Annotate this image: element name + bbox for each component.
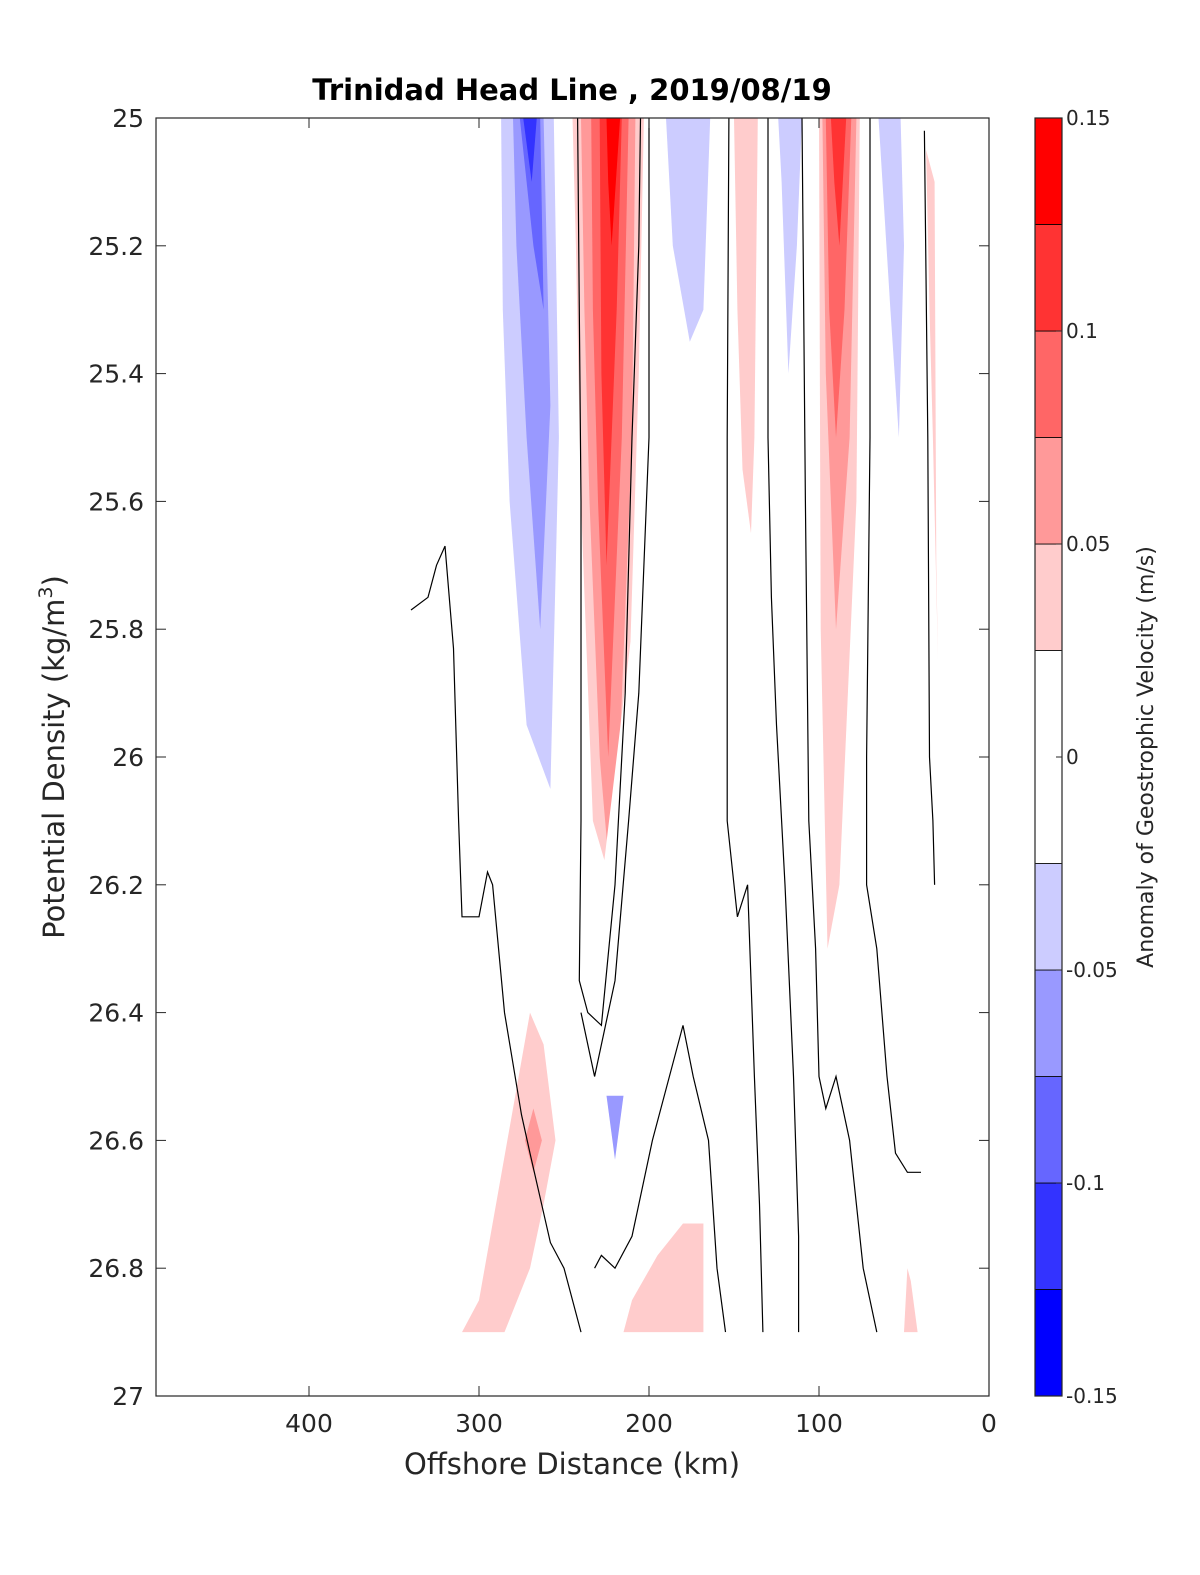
colorbar-tick-label-1: 0.1 [1066,319,1098,343]
filled-region-12 [606,1095,624,1160]
filled-region-21 [878,118,904,438]
filled-region-15 [778,118,802,374]
filled-region-18 [825,118,852,438]
filled-region-25 [560,1255,571,1269]
y-axis-ticks: 25 25.2 25.4 25.6 25.8 26 26.2 26.4 26.6 26.8 27 [88,104,989,1411]
y-tick-label-10: 27 [112,1382,144,1411]
colorbar-tick-label-2: 0.05 [1066,532,1111,556]
zero-contour-5 [767,118,800,1333]
y-axis-title-close: ) [37,575,71,586]
x-tick-label-0: 400 [285,1409,333,1438]
plot-area: 400 300 200 100 0 25 25.2 25.4 25.6 25.8 26 26.2 26… [88,104,997,1438]
colorbar-tick-label-0: 0.15 [1066,106,1111,130]
y-tick-label-3: 25.6 [88,487,144,516]
filled-region-19 [830,118,847,246]
zero-contour-lines [410,117,936,1333]
colorbar-bin-2 [1034,1076,1063,1184]
filled-region-8 [599,118,622,566]
x-tick-label-1: 300 [455,1409,503,1438]
y-axis-title-superscript: 3 [35,586,57,598]
y-tick-label-0: 25 [112,104,144,133]
y-tick-label-7: 26.4 [88,999,144,1028]
x-axis-title: Offshore Distance (km) [404,1447,740,1481]
colorbar-tick-label-6: -0.15 [1066,1384,1118,1408]
y-tick-label-2: 25.4 [88,360,144,389]
filled-region-28 [904,1268,918,1333]
zero-contour-4 [726,117,764,1333]
y-tick-label-5: 26 [112,743,144,772]
colorbar-bin-0 [1034,1289,1063,1397]
y-tick-label-9: 26.8 [88,1254,144,1283]
colorbar-tick-label-5: -0.1 [1066,1171,1105,1195]
colorbar-bin-10 [1034,117,1063,225]
filled-region-11 [666,118,711,342]
zero-contour-0 [410,545,582,1333]
chart-title: Trinidad Head Line , 2019/08/19 [312,73,832,107]
filled-contours [428,118,938,1333]
zero-contour-2 [580,118,650,1077]
filled-region-23 [428,1012,556,1333]
filled-region-26 [623,1223,704,1333]
colorbar-bin-3 [1034,969,1063,1077]
zero-contour-6 [801,117,878,1333]
zero-contour-1 [576,117,642,1027]
colorbar-bin-8 [1034,330,1063,438]
colorbar-title: Anomaly of Geostrophic Velocity (m/s) [1134,546,1159,968]
colorbar: 0.15 0.1 0.05 0 -0.05 -0.1 -0.15 Anomaly of Ge… [1034,106,1159,1408]
y-tick-label-6: 26.2 [88,871,144,900]
filled-region-14 [771,118,811,566]
zero-contour-7 [865,118,921,1173]
colorbar-tick-label-3: 0 [1066,745,1079,769]
filled-region-24 [524,1108,542,1173]
colorbar-ticks: 0.15 0.1 0.05 0 -0.05 -0.1 -0.15 [1056,106,1118,1408]
x-tick-label-4: 0 [981,1409,997,1438]
x-tick-label-3: 100 [795,1409,843,1438]
y-tick-label-8: 26.6 [88,1126,144,1155]
filled-region-4 [523,118,537,182]
zero-contour-3 [594,1025,727,1333]
filled-region-27 [819,1236,859,1333]
filled-region-13 [734,118,758,534]
y-tick-label-4: 25.8 [88,615,144,644]
zero-contour-8 [923,130,936,885]
y-axis-title: Potential Density (kg/m3) [35,575,71,939]
filled-region-22 [926,150,938,662]
colorbar-bin-4 [1034,863,1063,971]
y-axis-title-main: Potential Density (kg/m [37,599,71,939]
y-tick-label-1: 25.2 [88,232,144,261]
colorbar-bin-6 [1034,543,1063,651]
x-axis-ticks: 400 300 200 100 0 [285,118,997,1438]
colorbar-bin-7 [1034,437,1063,545]
colorbar-tick-label-4: -0.05 [1066,958,1118,982]
x-tick-label-2: 200 [625,1409,673,1438]
colorbar-bin-9 [1034,224,1063,332]
filled-region-3 [519,118,544,310]
filled-region-10 [581,118,717,1205]
colorbar-bin-1 [1034,1182,1063,1290]
colorbar-bins [1034,117,1063,1397]
filled-region-9 [606,118,621,246]
